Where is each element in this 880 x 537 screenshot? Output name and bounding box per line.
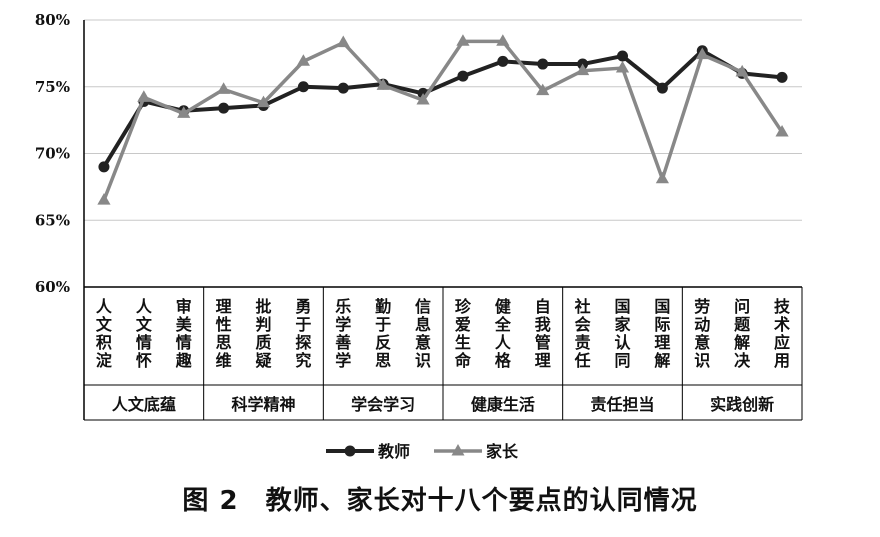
data-point [416,92,430,105]
series-lines [97,34,789,205]
legend-label: 家长 [486,442,519,461]
axes [83,20,803,421]
group-label: 实践创新 [710,395,774,414]
data-point [775,124,789,137]
y-tick-label: 70% [35,145,70,163]
category-label: 自我管理 [535,297,551,370]
group-label: 责任担当 [590,395,654,414]
data-point [97,193,111,205]
category-label: 勤于反思 [375,297,391,370]
group-label: 学会学习 [351,395,415,414]
data-point [98,161,110,173]
legend-marker [344,445,356,457]
y-tick-label: 60% [35,278,70,296]
category-label: 人文情怀 [136,297,153,370]
data-point [137,90,151,102]
category-label: 批判质疑 [255,297,271,370]
group-label: 人文底蕴 [112,395,176,414]
data-point [617,50,628,62]
group-label: 健康生活 [471,395,535,414]
data-point [695,47,709,60]
legend-label: 教师 [378,442,410,461]
data-point [256,95,271,108]
category-label: 技术应用 [773,297,791,370]
data-point [376,78,390,90]
data-point [615,60,630,73]
category-label: 信息意识 [415,297,431,370]
category-label: 健全人格 [494,297,512,370]
category-label: 珍爱生命 [454,297,472,370]
category-label: 国际理解 [654,297,670,370]
series-line [102,48,783,168]
data-point [776,71,788,83]
data-point [537,58,549,70]
data-point [217,82,231,94]
data-point [337,82,349,94]
y-tick-label: 75% [35,78,70,96]
category-label: 社会责任 [574,297,591,370]
line-chart: 60% 65% 70% 75% 80% 人文积淀 人文情怀 审美情趣 理性思维 批判质疑 勇于探究… [35,11,803,461]
legend-item: 教师 [326,442,410,461]
data-point [576,63,590,76]
y-axis-ticks: 60% 65% 70% 75% 80% [35,11,70,296]
series-line [102,39,784,201]
category-label: 审美情趣 [175,297,193,370]
data-point [457,70,469,82]
data-point [296,54,310,66]
data-point [218,102,230,114]
data-point [456,34,470,46]
group-label: 科学精神 [231,395,295,414]
category-label: 人文积淀 [96,297,113,370]
data-point [177,106,191,118]
gridlines [84,19,802,221]
category-labels: 人文积淀 人文情怀 审美情趣 理性思维 批判质疑 勇于探究 乐学善学 勤于反思 信息意识 珍爱生命… [96,297,791,370]
legend-item: 家长 [434,442,519,461]
data-point [297,81,309,93]
category-label: 乐学善学 [335,297,351,370]
legend: 教师 家长 [326,442,519,461]
category-label: 理性思维 [216,297,232,370]
data-point [496,34,510,46]
data-point [656,82,668,94]
figure-caption: 图 2 教师、家长对十八个要点的认同情况 [182,486,698,516]
category-label: 国家认同 [614,297,631,370]
category-label: 问题解决 [734,297,751,370]
category-label: 劳动意识 [694,297,710,370]
series-2 [97,34,789,205]
data-point [536,83,550,96]
data-point [336,35,350,48]
data-point [655,171,669,184]
group-labels: 人文底蕴 科学精神 学会学习 健康生活 责任担当 实践创新 [112,395,774,414]
data-point [735,64,749,77]
category-label: 勇于探究 [295,297,311,370]
y-tick-label: 80% [35,11,70,29]
legend-marker [451,444,465,456]
data-point [497,55,509,67]
y-tick-label: 65% [35,211,70,229]
